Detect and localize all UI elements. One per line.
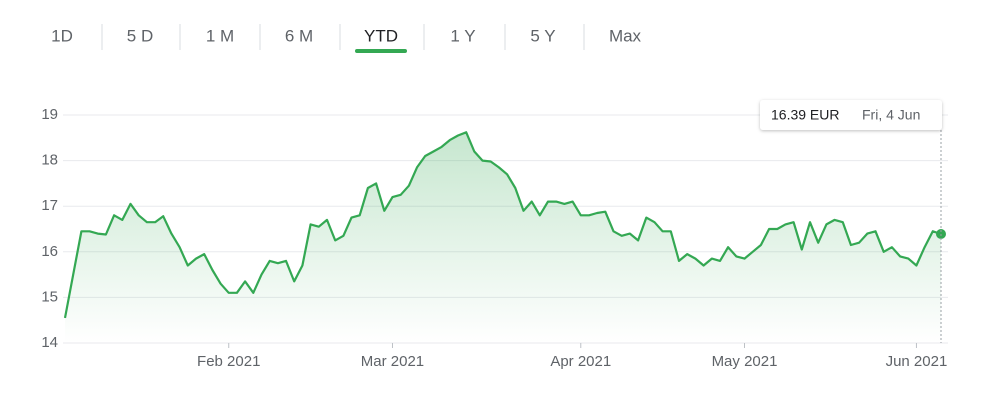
range-tab[interactable]: Max xyxy=(609,26,642,45)
x-tick-label: Feb 2021 xyxy=(197,353,260,370)
y-tick-label: 19 xyxy=(41,106,58,123)
range-tab[interactable]: 1 Y xyxy=(450,26,475,45)
range-tab[interactable]: 5 Y xyxy=(530,26,555,45)
tooltip: 16.39 EUR Fri, 4 Jun xyxy=(760,100,942,343)
y-tick-label: 17 xyxy=(41,197,58,214)
active-indicator xyxy=(355,49,407,53)
y-tick-label: 18 xyxy=(41,152,58,169)
range-tabs: 1D 5 D 1 M 6 M YTD 1 Y 5 Y Max xyxy=(51,24,642,53)
x-tick-label: Mar 2021 xyxy=(361,353,424,370)
x-tick-label: Apr 2021 xyxy=(550,353,611,370)
range-tab[interactable]: 1D xyxy=(51,26,73,45)
range-tab[interactable]: 1 M xyxy=(206,26,234,45)
y-tick-label: 16 xyxy=(41,243,58,260)
plot: 14 15 16 17 18 19 Feb 2021 Mar 2021 Apr 2021 May … xyxy=(41,106,948,370)
tooltip-date: Fri, 4 Jun xyxy=(862,107,920,123)
area xyxy=(65,132,941,343)
range-tab[interactable]: 6 M xyxy=(285,26,313,45)
range-tab[interactable]: YTD xyxy=(364,26,398,45)
x-tick-label: May 2021 xyxy=(712,353,778,370)
range-tab[interactable]: 5 D xyxy=(127,26,153,45)
y-tick-label: 15 xyxy=(41,288,58,305)
tooltip-box xyxy=(760,100,942,130)
price-line xyxy=(63,131,942,319)
x-tick-label: Jun 2021 xyxy=(886,353,948,370)
tooltip-price: 16.39 EUR xyxy=(771,107,839,123)
y-tick-label: 14 xyxy=(41,334,58,351)
